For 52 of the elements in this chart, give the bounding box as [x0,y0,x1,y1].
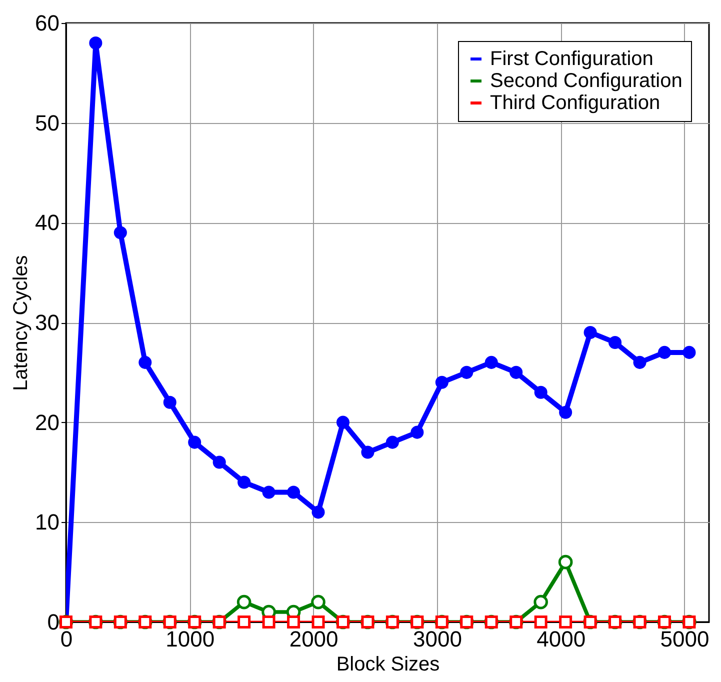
y-axis-title: Latency Cycles [10,255,32,391]
point [212,456,226,469]
y-tick-label: 10 [35,510,60,535]
point [336,416,350,429]
point [138,356,152,369]
legend-label: Third Configuration [490,92,660,114]
point [287,616,300,628]
y-tick-label: 20 [35,410,60,435]
point [558,554,573,570]
x-tick-label: 5000 [660,626,710,652]
point [435,376,448,389]
point [238,616,251,628]
point [361,446,374,459]
point [236,594,252,610]
point [559,616,572,628]
x-tick-label: 1000 [166,626,215,652]
point [534,594,548,610]
point [262,616,276,628]
x-tick-label: 2000 [289,626,338,652]
point [114,226,127,240]
point [89,36,102,50]
y-tick-label: 40 [35,210,60,236]
legend-label: First Configuration [490,48,654,70]
point [682,346,696,359]
point [386,436,399,449]
point [633,356,646,369]
point [460,366,474,379]
point [410,426,424,439]
point [312,616,325,628]
point [584,326,597,339]
y-tick-label: 30 [35,310,60,335]
x-tick-label: 4000 [536,626,586,652]
x-axis-title: Block Sizes [336,654,440,676]
point [608,336,622,349]
point [510,366,523,379]
point [311,594,326,610]
point [534,386,548,399]
point [287,486,300,499]
point [534,616,548,628]
y-tick-label: 50 [35,110,60,136]
x-tick-label: 3000 [412,626,462,652]
point [163,396,176,409]
point [262,486,276,499]
point [238,476,251,489]
legend-label: Second Configuration [490,70,682,92]
point [484,356,498,369]
y-tick-label: 0 [47,610,60,634]
point [188,436,202,449]
point [559,406,572,419]
y-tick-label: 60 [35,10,60,36]
point [658,346,672,359]
point [312,506,325,519]
